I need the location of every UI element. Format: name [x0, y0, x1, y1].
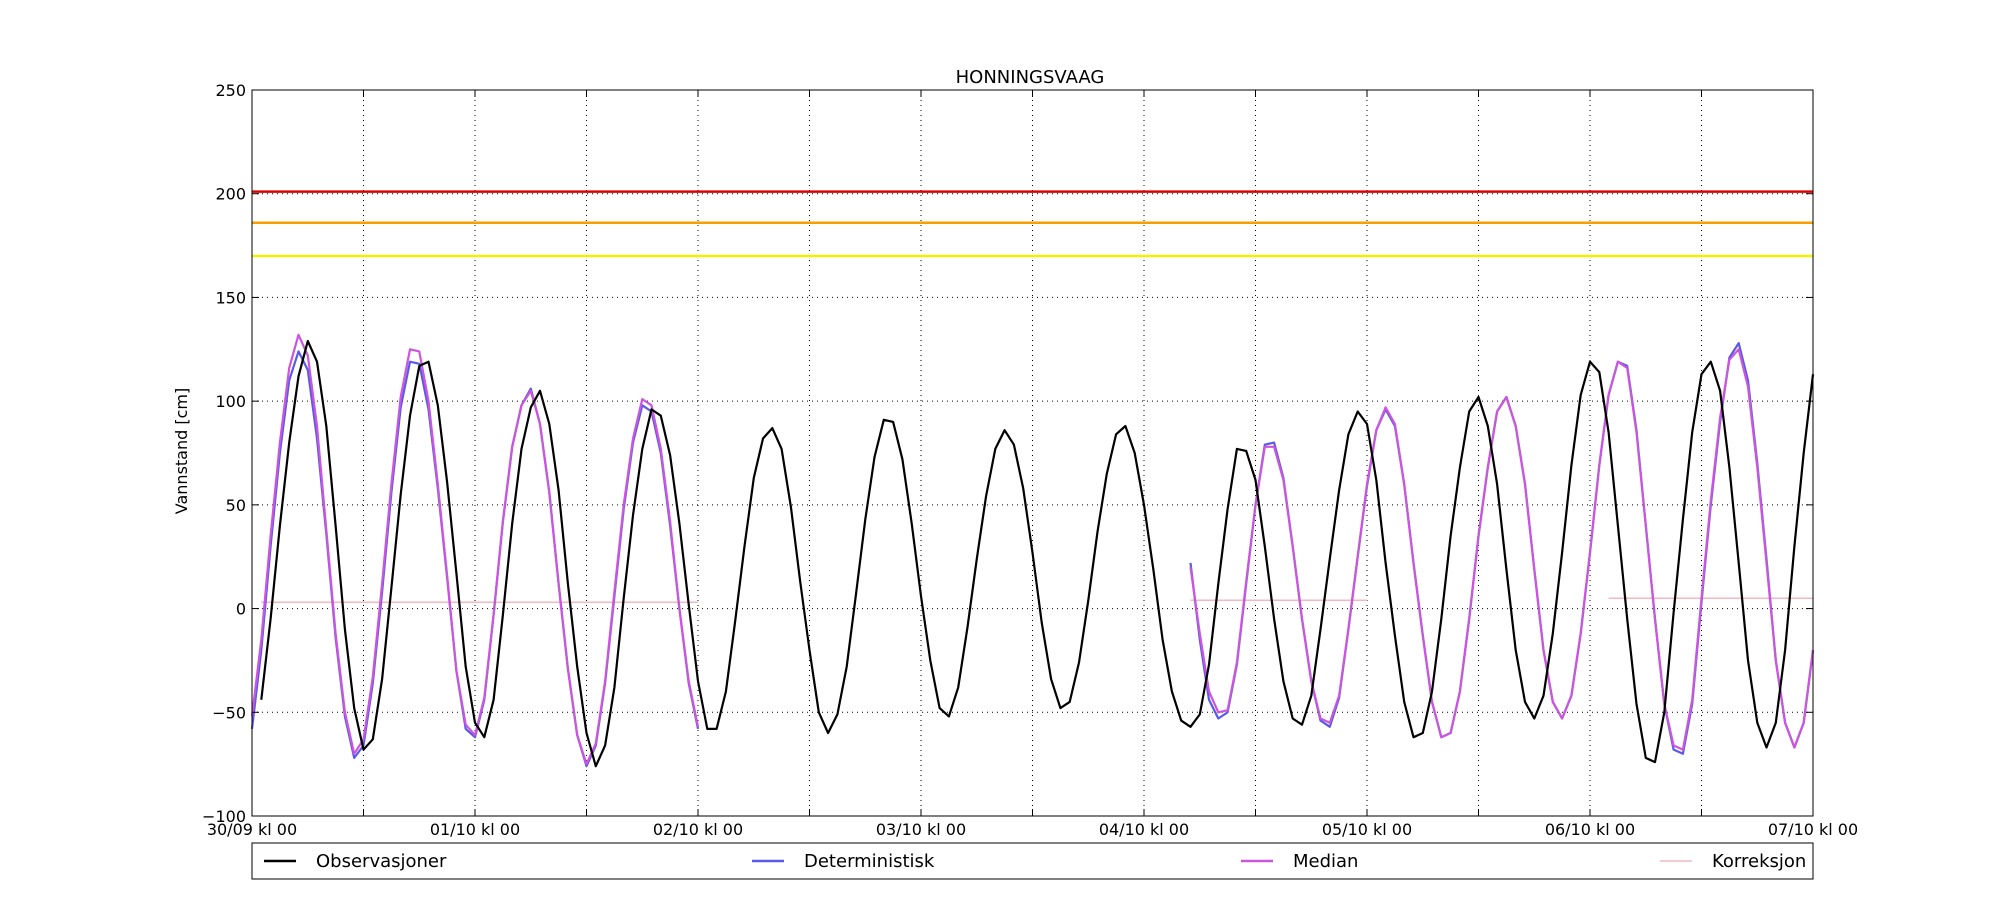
axis-ticks: −100 −50 0 50 100 150 200 250 30/09 kl 00 01/10 k…	[202, 81, 1858, 839]
y-tick-label: −50	[212, 703, 246, 722]
y-tick-label: 200	[215, 185, 246, 204]
x-tick-label: 30/09 kl 00	[207, 820, 297, 839]
x-tick-label: 03/10 kl 00	[876, 820, 966, 839]
legend-box	[251, 842, 1814, 880]
legend-label: Observasjoner	[316, 851, 447, 872]
plot-area	[251, 89, 1814, 817]
y-tick-label: 50	[226, 496, 246, 515]
legend-label: Median	[1293, 851, 1358, 872]
x-tick-label: 07/10 kl 00	[1768, 820, 1858, 839]
legend-label: Korreksjon	[1712, 851, 1806, 872]
y-tick-label: 250	[215, 81, 246, 100]
x-tick-label: 05/10 kl 00	[1322, 820, 1412, 839]
series-line-median	[250, 333, 700, 766]
x-tick-label: 01/10 kl 00	[430, 820, 520, 839]
y-tick-label: 150	[215, 288, 246, 307]
x-tick-label: 06/10 kl 00	[1545, 820, 1635, 839]
legend: Observasjoner Deterministisk Median Korreks…	[251, 842, 1814, 880]
threshold-lines	[252, 190, 1813, 258]
series-lines	[250, 333, 1815, 768]
y-tick-label: 0	[236, 600, 246, 619]
grid	[252, 90, 1813, 816]
y-tick-label: −100	[202, 807, 246, 826]
legend-label: Deterministisk	[804, 851, 935, 872]
x-tick-label: 02/10 kl 00	[653, 820, 743, 839]
series-line-observasjoner	[260, 339, 1815, 768]
series-line-deterministisk	[250, 350, 700, 768]
y-axis-label: Vannstand [cm]	[172, 388, 191, 514]
y-tick-label: 100	[215, 392, 246, 411]
series-line-median	[1189, 348, 1815, 751]
chart-title: HONNINGSVAAG	[956, 67, 1105, 88]
x-tick-label: 04/10 kl 00	[1099, 820, 1189, 839]
